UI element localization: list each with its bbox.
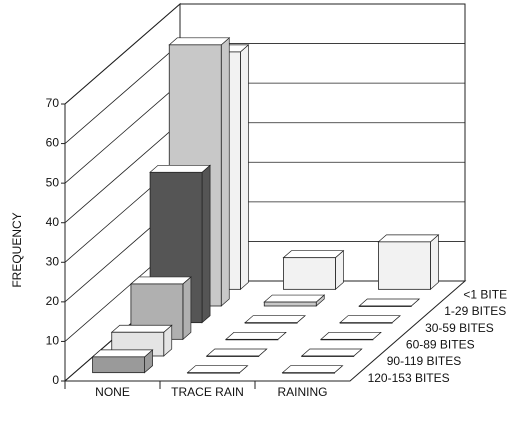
bar-top <box>300 348 363 357</box>
bar-top <box>358 298 421 307</box>
bar-top <box>377 234 440 243</box>
y-tick-label: 70 <box>46 96 60 110</box>
bar <box>358 305 412 307</box>
bar <box>187 372 240 374</box>
grid-line <box>64 3 181 105</box>
bar <box>92 356 145 374</box>
bar-side <box>220 37 230 307</box>
y-tick-label: 30 <box>46 254 60 268</box>
bar-top <box>129 276 192 285</box>
x-tick-label: TRACE RAIN <box>171 385 244 399</box>
bar <box>206 355 260 357</box>
bar-side <box>182 276 192 341</box>
bar <box>283 257 336 290</box>
y-tick-label: 50 <box>46 175 60 189</box>
y-tick-label: 40 <box>46 215 60 229</box>
legend-label: 120-153 BITES <box>368 371 450 385</box>
bar <box>244 322 298 324</box>
bar-top <box>319 331 382 340</box>
bar-side <box>430 234 439 291</box>
grid-line <box>64 82 181 184</box>
bar <box>339 322 393 324</box>
x-tick-label: NONE <box>95 385 130 399</box>
bar-top <box>186 365 249 374</box>
y-axis-label: FREQUENCY <box>10 212 24 287</box>
bar-top <box>339 315 402 324</box>
legend-label: 30-59 BITES <box>425 321 494 335</box>
legend-label: 90-119 BITES <box>387 354 461 368</box>
y-tick-label: 20 <box>46 294 60 308</box>
bar-top <box>91 349 154 358</box>
legend-label: 60-89 BITES <box>406 338 475 352</box>
bar-top <box>168 37 231 46</box>
bar-side <box>201 164 211 324</box>
bar-top <box>244 315 307 324</box>
bar-top <box>282 250 345 259</box>
grid-line <box>64 43 181 144</box>
bar <box>225 338 279 341</box>
bar <box>320 338 374 341</box>
legend-label: 1-29 BITES <box>444 304 506 318</box>
bar-top <box>149 164 212 173</box>
y-tick-label: 0 <box>52 373 59 387</box>
legend-label: <1 BITE <box>463 288 507 302</box>
bar <box>282 372 335 374</box>
x-tick-label: RAINING <box>277 385 327 399</box>
grid-line <box>64 122 181 224</box>
bar <box>301 355 355 357</box>
bar-top <box>224 331 287 340</box>
bar <box>263 301 317 307</box>
bar <box>378 241 431 290</box>
bar-top <box>110 324 173 333</box>
bar-top <box>263 294 326 303</box>
bar-top <box>205 348 268 357</box>
y-tick-label: 60 <box>46 136 60 150</box>
bar-top <box>281 365 344 374</box>
y-tick-label: 10 <box>46 334 60 348</box>
bar-side <box>240 44 249 291</box>
